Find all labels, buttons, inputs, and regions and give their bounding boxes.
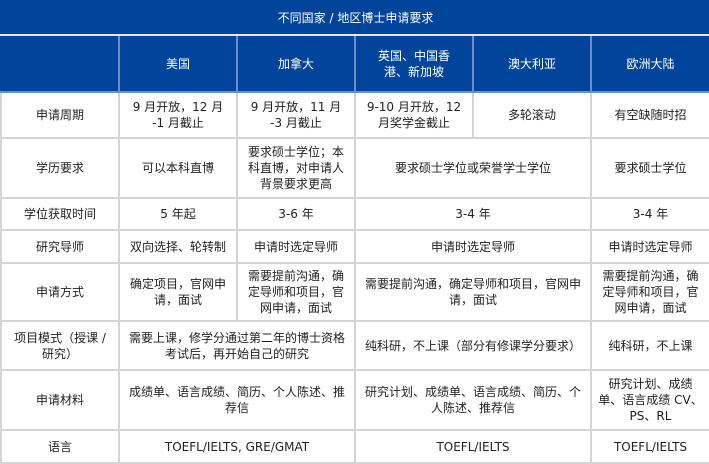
cell: 申请时选定导师 — [236, 229, 356, 264]
cell: 申请时选定导师 — [354, 229, 592, 264]
table-row: 申请方式 确定项目，官网申请，面试 需要提前沟通，确定导师和项目，官网申请，面试… — [0, 262, 709, 322]
cell: 需要提前沟通，确定导师和项目，官网申请，面试 — [236, 262, 356, 322]
row-label: 学位获取时间 — [0, 197, 120, 231]
table-row: 项目模式（授课 / 研究） 需要上课，修学分通过第二年的博士资格考试后，再开始自… — [0, 320, 709, 371]
row-label: 学历要求 — [0, 137, 120, 199]
cell: 需要提前沟通，确定导师和项目，官网申请，面试 — [590, 262, 709, 322]
cell: TOEFL/IELTS — [590, 429, 709, 464]
cell: 3-4 年 — [590, 197, 709, 231]
table-title: 不同国家 / 地区博士申请要求 — [0, 0, 709, 36]
table-row: 申请材料 成绩单、语言成绩、简历、个人陈述、推荐信 研究计划、成绩单、语言成绩、… — [0, 369, 709, 431]
header-row: 美国 加拿大 英国、中国香港、新加坡 澳大利亚 欧洲大陆 — [0, 35, 709, 93]
cell: 3-6 年 — [236, 197, 356, 231]
cell: 要求硕士学位 — [590, 137, 709, 199]
header-empty — [0, 35, 120, 93]
header-usa: 美国 — [118, 35, 238, 93]
cell: TOEFL/IELTS, GRE/GMAT — [118, 429, 356, 464]
table-row: 学历要求 可以本科直博 要求硕士学位；本科直博，对申请人背景要求更高 要求硕士学… — [0, 137, 709, 199]
cell: 研究计划、成绩单、语言成绩 CV、PS、RL — [590, 369, 709, 431]
header-uk-hk-sg: 英国、中国香港、新加坡 — [354, 35, 474, 93]
cell: 需要提前沟通，确定导师和项目，官网申请，面试 — [354, 262, 592, 322]
header-europe: 欧洲大陆 — [590, 35, 709, 93]
cell: 需要上课，修学分通过第二年的博士资格考试后，再开始自己的研究 — [118, 320, 356, 371]
cell: 多轮滚动 — [472, 91, 592, 139]
cell: 有空缺随时招 — [590, 91, 709, 139]
table-row: 申请周期 9 月开放，12 月 -1 月截止 9 月开放，11 月 -3 月截止… — [0, 91, 709, 139]
table-row: 研究导师 双向选择、轮转制 申请时选定导师 申请时选定导师 申请时选定导师 — [0, 229, 709, 264]
cell: 9 月开放，11 月 -3 月截止 — [236, 91, 356, 139]
header-australia: 澳大利亚 — [472, 35, 592, 93]
cell: 可以本科直博 — [118, 137, 238, 199]
cell: 研究计划、成绩单、语言成绩、简历、个人陈述、推荐信 — [354, 369, 592, 431]
cell: 成绩单、语言成绩、简历、个人陈述、推荐信 — [118, 369, 356, 431]
cell: 要求硕士学位；本科直博，对申请人背景要求更高 — [236, 137, 356, 199]
cell: 3-4 年 — [354, 197, 592, 231]
row-label: 申请周期 — [0, 91, 120, 139]
table-title-row: 不同国家 / 地区博士申请要求 — [0, 0, 709, 36]
cell: 申请时选定导师 — [590, 229, 709, 264]
table-row: 语言 TOEFL/IELTS, GRE/GMAT TOEFL/IELTS TOE… — [0, 429, 709, 464]
cell: 9-10 月开放，12 月奖学金截止 — [354, 91, 474, 139]
row-label: 申请方式 — [0, 262, 120, 322]
row-label: 项目模式（授课 / 研究） — [0, 320, 120, 371]
row-label: 语言 — [0, 429, 120, 464]
cell: 双向选择、轮转制 — [118, 229, 238, 264]
cell: 5 年起 — [118, 197, 238, 231]
cell: TOEFL/IELTS — [354, 429, 592, 464]
cell: 纯科研，不上课 — [590, 320, 709, 371]
row-label: 申请材料 — [0, 369, 120, 431]
row-label: 研究导师 — [0, 229, 120, 264]
cell: 确定项目，官网申请，面试 — [118, 262, 238, 322]
cell: 纯科研，不上课（部分有修课学分要求） — [354, 320, 592, 371]
table-row: 学位获取时间 5 年起 3-6 年 3-4 年 3-4 年 — [0, 197, 709, 231]
cell: 9 月开放，12 月 -1 月截止 — [118, 91, 238, 139]
header-canada: 加拿大 — [236, 35, 356, 93]
cell: 要求硕士学位或荣誉学士学位 — [354, 137, 592, 199]
